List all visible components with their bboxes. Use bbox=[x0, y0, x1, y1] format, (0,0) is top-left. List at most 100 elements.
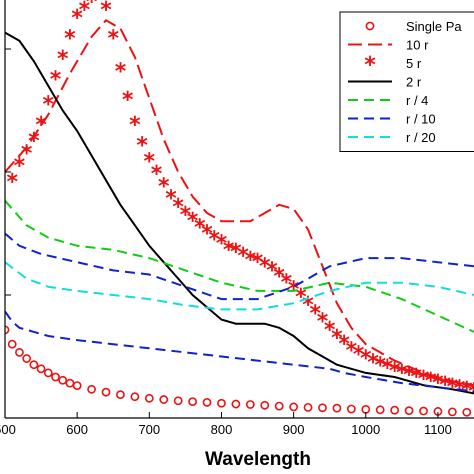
series-5-r-point: * bbox=[21, 142, 33, 167]
series-single-particle-point bbox=[245, 400, 255, 409]
series-single-particle-point bbox=[231, 399, 241, 409]
series-single-particle-point bbox=[173, 396, 183, 406]
legend-label: r / 10 bbox=[406, 112, 436, 127]
series-10-r-line-1 bbox=[5, 19, 474, 387]
x-tick-label: 500 bbox=[0, 422, 16, 437]
series-5-r-point: * bbox=[187, 209, 199, 234]
series-5-r-point: * bbox=[180, 203, 192, 228]
series-5-r-point: * bbox=[71, 6, 83, 31]
series-5-r-point: * bbox=[107, 27, 119, 52]
series-5-r-point: * bbox=[93, 0, 105, 11]
series-single-particle-point bbox=[159, 395, 169, 404]
series-5-r-point: * bbox=[136, 133, 148, 158]
series-5-r-point: * bbox=[115, 60, 127, 85]
series-single-particle-point bbox=[36, 364, 46, 374]
series-5-r-point: * bbox=[14, 154, 26, 179]
series-5-r-point: * bbox=[468, 379, 474, 404]
series-single-particle-point bbox=[462, 407, 472, 417]
series-5-r-point: * bbox=[129, 113, 141, 138]
series-single-particle-point bbox=[15, 347, 24, 357]
series-single-particle-point bbox=[274, 401, 284, 411]
series-r-10-line-6 bbox=[5, 232, 474, 301]
series-5-r-point: * bbox=[367, 351, 379, 376]
series-single-particle-point bbox=[332, 403, 342, 413]
legend-label: 10 r bbox=[406, 38, 429, 53]
series-5-r-point: * bbox=[208, 228, 220, 253]
series-single-particle-point bbox=[318, 403, 327, 413]
x-tick-label: 700 bbox=[138, 422, 160, 437]
x-tick-label: 900 bbox=[283, 422, 305, 437]
series-single-particle-point bbox=[419, 406, 428, 416]
series-5-r-point: * bbox=[57, 47, 69, 72]
series-single-particle-point bbox=[87, 384, 96, 394]
series-single-particle-point bbox=[404, 406, 414, 416]
series-5-r-point: * bbox=[331, 326, 343, 351]
series-5-r-point: * bbox=[79, 0, 91, 23]
series-5-r-point: * bbox=[273, 265, 285, 290]
series-single-particle-point bbox=[144, 393, 154, 403]
series-5-r-point: * bbox=[43, 92, 55, 117]
series-single-particle-point bbox=[101, 387, 111, 397]
series-5-r-point: * bbox=[86, 0, 98, 15]
series-r-20-line-7 bbox=[5, 261, 474, 311]
series-single-particle-point bbox=[116, 390, 125, 400]
series-5-r-point: * bbox=[50, 68, 62, 93]
series-5-r-point: * bbox=[447, 375, 459, 400]
series-single-particle-point bbox=[5, 325, 10, 335]
series-5-r-point: * bbox=[245, 248, 257, 273]
series-single-particle-point bbox=[202, 398, 212, 407]
series-single-particle-point bbox=[390, 405, 400, 415]
series-5-r-point: * bbox=[432, 371, 444, 396]
series-single-particle-point bbox=[22, 354, 32, 363]
series-5-r-point: * bbox=[310, 301, 322, 326]
series-5-r-point: * bbox=[216, 232, 228, 257]
series-r-10-line-5 bbox=[5, 310, 474, 393]
series-5-r-point: * bbox=[100, 0, 112, 23]
series-5-r-point: * bbox=[346, 338, 358, 363]
series-5-r-point: * bbox=[6, 170, 18, 195]
series-5-r-point: * bbox=[252, 250, 264, 275]
legend-swatch: * bbox=[364, 53, 376, 78]
series-single-particle-point bbox=[65, 378, 75, 388]
legend-label: 5 r bbox=[406, 56, 422, 71]
legend-label: r / 4 bbox=[406, 93, 428, 108]
x-tick-label: 800 bbox=[211, 422, 233, 437]
series-5-r-point: * bbox=[338, 332, 350, 357]
x-tick-label: 1100 bbox=[424, 422, 452, 437]
series-5-r-point: * bbox=[151, 162, 163, 187]
series-5-r-point: * bbox=[230, 240, 242, 265]
series-single-particle-point bbox=[29, 360, 39, 370]
series-single-particle-point bbox=[289, 402, 299, 412]
series-5-r-point: * bbox=[259, 254, 271, 279]
series-5-r-point: * bbox=[461, 378, 473, 403]
series-single-particle-point bbox=[447, 407, 457, 417]
series-5-r-point: * bbox=[64, 27, 76, 52]
legend-label: r / 20 bbox=[406, 130, 436, 145]
series-5-r-point: * bbox=[439, 373, 451, 398]
series-5-r-point: * bbox=[158, 174, 170, 199]
series-5-r-point: * bbox=[201, 221, 213, 246]
series-single-particle-point bbox=[260, 400, 270, 410]
series-5-r-point: * bbox=[172, 195, 184, 220]
series-single-particle-point bbox=[188, 397, 197, 406]
series-single-particle-point bbox=[130, 392, 140, 402]
legend-label: 2 r bbox=[406, 75, 422, 90]
series-5-r-point: * bbox=[237, 244, 249, 269]
series-single-particle-point bbox=[51, 372, 60, 382]
series-5-r-point: * bbox=[165, 187, 177, 212]
series-5-r-point: * bbox=[353, 342, 365, 367]
x-axis-label: Wavelength bbox=[205, 449, 311, 470]
series-5-r-point: * bbox=[360, 347, 372, 372]
series-single-particle-point bbox=[58, 375, 68, 385]
series-5-r-point: * bbox=[295, 285, 307, 310]
series-single-particle-point bbox=[43, 368, 53, 378]
series-r-4-line-4 bbox=[5, 200, 474, 333]
series-single-particle-point bbox=[217, 398, 226, 408]
series-single-particle-point bbox=[361, 404, 371, 414]
series-single-particle-point bbox=[303, 402, 313, 412]
x-tick-label: 1000 bbox=[351, 422, 380, 437]
x-tick-label: 600 bbox=[66, 422, 88, 437]
series-5-r-point: * bbox=[374, 353, 386, 378]
series-5-r-point: * bbox=[28, 129, 40, 154]
